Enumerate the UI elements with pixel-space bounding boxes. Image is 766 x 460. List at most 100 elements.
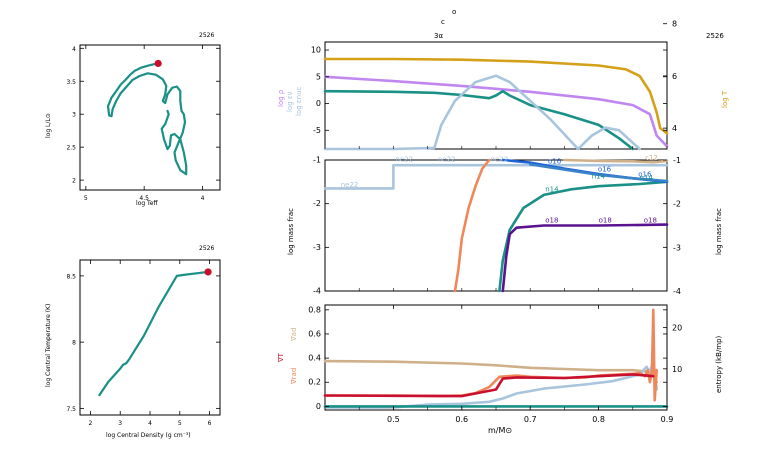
- header-o: o: [452, 8, 456, 16]
- gradients-ytick-label: 0.2: [308, 378, 321, 387]
- rhoT-xtick-label: 6: [208, 420, 212, 427]
- abundances-ytick-label: -1: [313, 156, 321, 165]
- profile_top-ytick-right-label: 8: [672, 20, 677, 29]
- profile_top-ytick-label: -5: [313, 126, 321, 135]
- abundances-ytick-right-label: -1: [673, 156, 681, 165]
- rhot-number: 2526: [199, 245, 214, 252]
- profile_top-ytick-right-label: 4: [672, 124, 677, 133]
- rhoT-ytick-label: 7.5: [66, 406, 76, 413]
- profile_top-ytick-label: 5: [316, 72, 321, 81]
- curve-label-ne22: ne22: [438, 156, 456, 164]
- gradients-xtick-label: 0.6: [455, 415, 468, 424]
- curve-label-ne22: ne22: [341, 181, 359, 189]
- profile_top-ytick-label: 0: [316, 99, 321, 108]
- curve-label-c12: c12: [645, 154, 658, 162]
- rhoT-xtick-label: 5: [178, 420, 182, 427]
- curve-label-ne22: ne22: [491, 156, 509, 164]
- abundances-series-n14-2: [498, 180, 669, 293]
- header-c: c: [441, 18, 445, 26]
- mass-xlabel: m/M⊙: [488, 426, 512, 435]
- gradients-xtick-label: 0.9: [661, 415, 674, 424]
- rhoT-xtick-label: 3: [118, 420, 122, 427]
- profile_top-series-gold-0: [323, 57, 669, 135]
- gradients-xtick-label: 0.5: [387, 415, 400, 424]
- gradients-series-tan-0: [323, 359, 659, 384]
- gradients-ytick-label: 0.6: [308, 329, 321, 338]
- gradients-ytick-label: 0.8: [308, 305, 321, 314]
- abundances-ytick-right-label: -2: [673, 200, 681, 209]
- profile_top-ytick-label: 10: [311, 46, 321, 55]
- gradients-series-red-3: [323, 373, 655, 398]
- curve-label-o16: o16: [598, 165, 612, 173]
- hr-ytick-label: 3.5: [66, 79, 76, 86]
- model-number: 2526: [706, 32, 724, 40]
- model-label: 3α: [434, 32, 443, 40]
- abundances-series-o17-5: [528, 163, 669, 183]
- gradients-xtick-label: 0.8: [592, 415, 605, 424]
- curve-label-n14: n14: [592, 172, 606, 180]
- abundances-ytick-right-label: -4: [673, 287, 681, 296]
- rhoT-xtick-label: 4: [148, 420, 152, 427]
- entropy-ylabel: entropy (kB/mp): [715, 335, 723, 393]
- abundances-series-o18-3: [501, 223, 669, 293]
- hr-ytick-label: 4: [72, 46, 76, 53]
- gradients-ytick-label: 0.4: [308, 354, 321, 363]
- abundances-series-ne20-1: [453, 158, 491, 293]
- label-grad-T: ∇T: [277, 352, 285, 363]
- gradients-ytick-right-label: 10: [672, 365, 682, 374]
- curve-label-n14: n14: [640, 174, 654, 182]
- gradients-ytick-label: 0: [316, 402, 321, 411]
- gradient-panel: ∇ad ∇T ∇rad entropy (kB/mp) m/M⊙ 0.8 0.6 0…: [277, 304, 723, 435]
- curve-label-o16: o16: [548, 157, 562, 165]
- gradients-ytick-right-label: 20: [672, 324, 682, 333]
- ylabel-log-T: log T: [721, 90, 729, 108]
- curve-label-o18: o18: [599, 216, 612, 224]
- rhoT-xtick-label: 2: [89, 420, 93, 427]
- gradients-xtick-label: 0.7: [524, 415, 537, 424]
- curve-label-o18: o18: [545, 216, 558, 224]
- curve-label-o16: o16: [638, 171, 652, 179]
- curve-label-n14: n14: [545, 185, 559, 193]
- rhoT-ytick-label: 8.5: [66, 273, 76, 280]
- abundances-ytick-label: -3: [313, 243, 321, 252]
- abundances-series-ne22-0: [323, 163, 669, 190]
- hr-current-marker: [154, 59, 162, 68]
- hr-diagram-panel: 2526 log Teff log L/L⊙ 4 3.5 3 2.5 2 5 4.5 4: [45, 32, 221, 207]
- curve-label-o18: o18: [644, 216, 657, 224]
- profile_top-series-purple-1: [323, 75, 669, 148]
- central-conditions-panel: 2526 log Central Density (g cm⁻³) log Ce…: [45, 245, 221, 439]
- hr-ylabel: log L/L⊙: [45, 113, 52, 138]
- abund-ylabel-right: log mass frac: [715, 208, 723, 255]
- rhot-xlabel: log Central Density (g cm⁻³): [106, 432, 191, 439]
- hr-ytick-label: 2.5: [66, 145, 76, 152]
- abundances-ytick-right-label: -3: [673, 243, 681, 252]
- hr-ytick-label: 2: [72, 178, 76, 185]
- rhoT-current-marker: [204, 268, 212, 276]
- rhot-ylabel: log Central Temperature (K): [45, 304, 52, 387]
- hr-series-teal-0: [106, 62, 188, 176]
- curve-label-ne22: ne22: [395, 156, 413, 164]
- abundances-ytick-label: -4: [313, 287, 321, 296]
- profile_top-series-lightblue-3: [323, 74, 641, 151]
- profile_top-ytick-right-label: 6: [672, 72, 677, 81]
- profile_top-series-teal-2: [323, 89, 635, 151]
- ylabel-log-eps-nuc: log εnuc: [295, 86, 303, 116]
- hr-frame: [79, 44, 221, 191]
- hr-xtick-label: 5: [84, 195, 88, 202]
- rhoT-series-teal-0: [98, 270, 210, 397]
- abundances-series-c12-6: [563, 158, 669, 164]
- ylabel-log-eps-nu: log εν: [286, 91, 294, 112]
- abund-ylabel: log mass frac: [287, 208, 295, 255]
- label-grad-ad: ∇ad: [290, 328, 298, 342]
- abundance-panel: log mass frac log mass frac -1 -2 -3 -4 -1 -2…: [287, 154, 723, 296]
- hr-xtick-label: 4: [201, 195, 205, 202]
- abundances-ytick-label: -2: [313, 199, 321, 208]
- hr-ytick-label: 3: [72, 112, 76, 119]
- hr-xtick-label: 4.5: [139, 195, 149, 202]
- label-grad-rad: ∇rad: [290, 368, 298, 385]
- rhoT-ytick-label: 8: [72, 340, 76, 347]
- profile-top-panel: log ρ log εν log εnuc log T 10 5 0 -5 8 6 4: [277, 20, 729, 151]
- ylabel-log-rho: log ρ: [277, 89, 285, 107]
- hr-number: 2526: [199, 32, 214, 39]
